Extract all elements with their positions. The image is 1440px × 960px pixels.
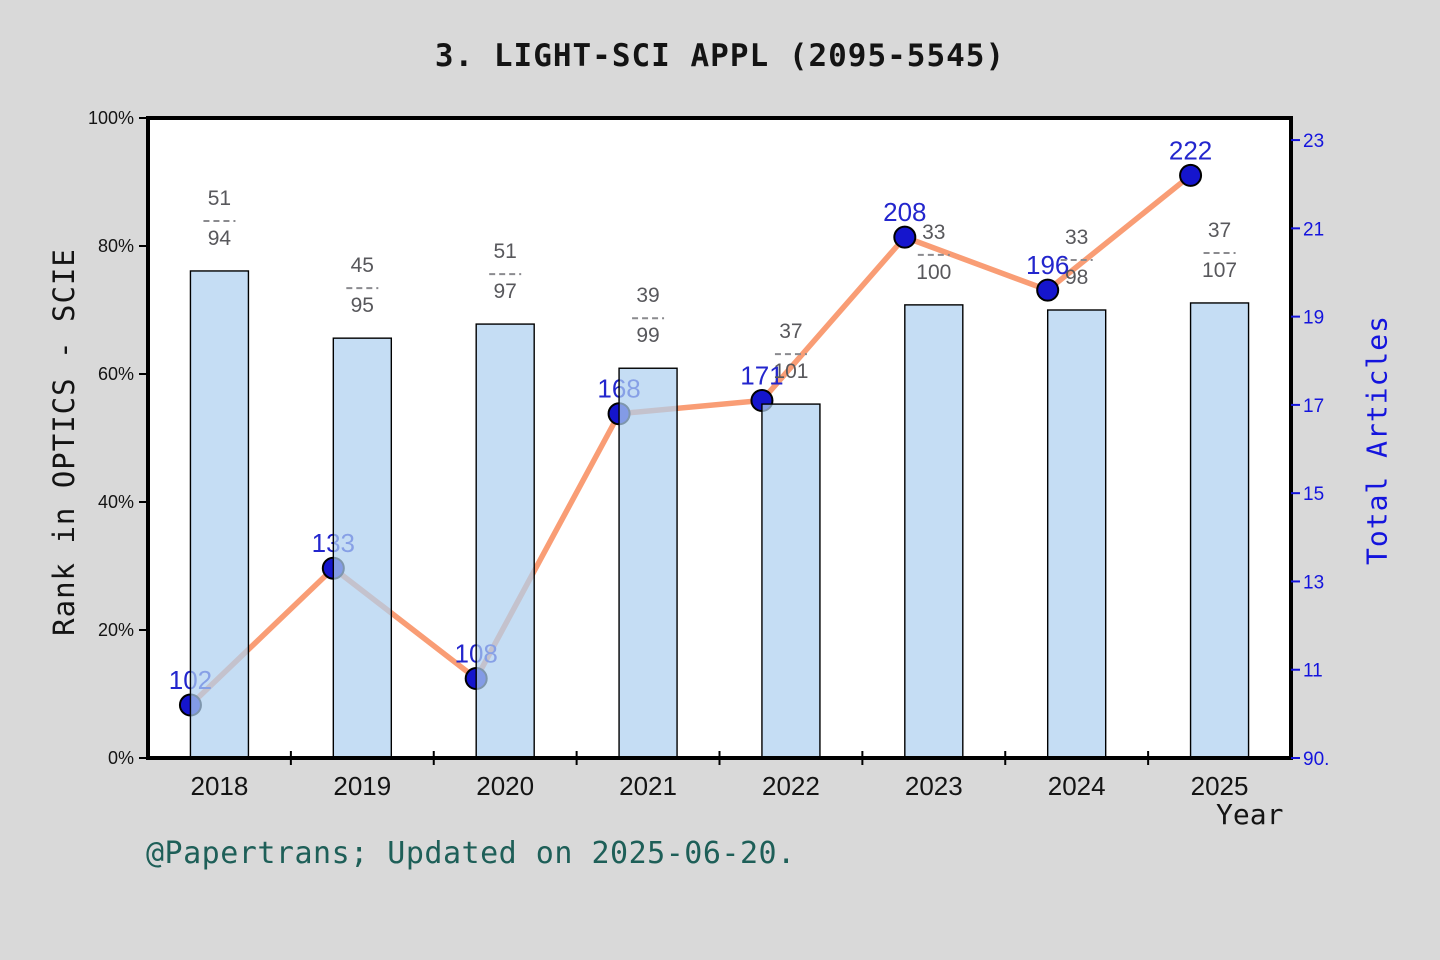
bar-fraction-denominator: 95 <box>351 294 374 317</box>
bar <box>761 403 821 759</box>
bar-fraction-denominator: 94 <box>208 227 232 250</box>
x-axis-title: Year <box>1216 798 1284 831</box>
line-value-label: 196 <box>1026 250 1069 280</box>
bar-fraction-numerator: 33 <box>1065 226 1088 249</box>
line-point-marker <box>1179 163 1203 187</box>
bar <box>475 323 535 759</box>
x-tick-label: 2022 <box>762 771 820 801</box>
line-point-marker <box>1036 278 1060 302</box>
left-tick-label: 100% <box>88 108 134 128</box>
x-tick-label: 2018 <box>191 771 249 801</box>
footer-credit: @Papertrans; Updated on 2025-06-20. <box>146 836 796 871</box>
bar-fraction-numerator: 51 <box>494 240 517 263</box>
bar-fraction-denominator: 107 <box>1202 259 1237 282</box>
chart-title: 3. LIGHT-SCI APPL (2095-5545) <box>434 38 1006 74</box>
x-tick-label: 2023 <box>905 771 963 801</box>
plot-background <box>148 118 1291 758</box>
left-tick-label: 80% <box>98 236 134 256</box>
right-tick-label: 90. <box>1303 749 1329 770</box>
left-tick-label: 0% <box>108 748 134 768</box>
bar-fraction-denominator: 101 <box>773 360 808 383</box>
right-tick-label: 21 <box>1303 219 1324 240</box>
line-value-label: 208 <box>883 197 926 227</box>
x-tick-label: 2025 <box>1191 771 1249 801</box>
bar-fraction-denominator: 99 <box>636 324 659 347</box>
x-tick-label: 2021 <box>619 771 677 801</box>
right-tick-label: 13 <box>1303 572 1324 593</box>
bar-fraction-denominator: 97 <box>494 280 517 303</box>
bar-fraction-denominator: 98 <box>1065 266 1088 289</box>
x-tick-label: 2024 <box>1048 771 1106 801</box>
right-tick-label: 19 <box>1303 308 1324 329</box>
right-tick-label: 15 <box>1303 484 1324 505</box>
x-tick-label: 2019 <box>333 771 391 801</box>
line-value-label: 171 <box>740 360 783 390</box>
right-tick-label: 17 <box>1303 396 1324 417</box>
bar-fraction-numerator: 39 <box>636 284 659 307</box>
line-value-label: 222 <box>1169 135 1212 165</box>
right-tick-label: 23 <box>1303 131 1324 152</box>
right-tick-label: 11 <box>1303 661 1323 682</box>
left-tick-label: 60% <box>98 364 134 384</box>
x-tick-label: 2020 <box>476 771 534 801</box>
bar-fraction-numerator: 37 <box>779 320 802 343</box>
line-point-marker <box>893 225 917 249</box>
bar-fraction-denominator: 100 <box>916 261 951 284</box>
left-tick-label: 40% <box>98 492 134 512</box>
bar <box>189 270 250 759</box>
bar <box>618 367 678 759</box>
bar-fraction-numerator: 45 <box>351 254 374 277</box>
bar-fraction-numerator: 33 <box>922 221 945 244</box>
bar <box>1046 309 1107 759</box>
left-tick-label: 20% <box>98 620 134 640</box>
bar-fraction-numerator: 37 <box>1208 219 1231 242</box>
bar <box>1189 302 1250 759</box>
bar-fraction-numerator: 51 <box>208 187 231 210</box>
bar <box>332 337 393 759</box>
bar <box>904 304 964 759</box>
